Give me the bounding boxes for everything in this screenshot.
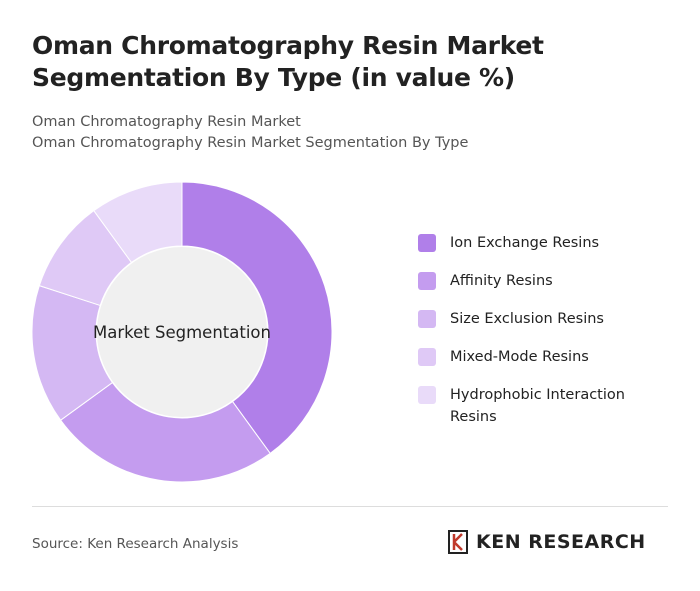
legend-swatch bbox=[418, 234, 436, 252]
legend-swatch bbox=[418, 310, 436, 328]
legend-item: Affinity Resins bbox=[418, 270, 648, 292]
legend-swatch bbox=[418, 386, 436, 404]
donut-segment bbox=[59, 381, 271, 483]
logo: KEN RESEARCH bbox=[448, 530, 646, 554]
legend-label: Hydrophobic Interaction Resins bbox=[450, 387, 625, 425]
donut-center bbox=[97, 247, 267, 417]
donut-segment bbox=[93, 181, 183, 264]
donut-segment bbox=[181, 181, 333, 455]
divider bbox=[32, 506, 668, 507]
legend-swatch bbox=[418, 348, 436, 366]
legend-label: Size Exclusion Resins bbox=[450, 311, 604, 327]
legend-item: Size Exclusion Resins bbox=[418, 308, 648, 330]
legend-item: Ion Exchange Resins bbox=[418, 232, 648, 254]
chart-title: Oman Chromatography Resin Market Segment… bbox=[32, 31, 544, 92]
subtitle: Oman Chromatography Resin Market Segment… bbox=[32, 135, 469, 151]
logo-text: KEN RESEARCH bbox=[476, 531, 646, 553]
legend-item: Mixed-Mode Resins bbox=[418, 346, 648, 368]
source: Source: Ken Research Analysis bbox=[32, 536, 239, 552]
subtitle: Oman Chromatography Resin Market bbox=[32, 114, 301, 130]
logo-icon bbox=[448, 530, 468, 554]
legend-swatch bbox=[418, 272, 436, 290]
center-label: Market Segmentation bbox=[93, 323, 271, 342]
legend-label: Affinity Resins bbox=[450, 273, 553, 289]
legend-item: Hydrophobic Interaction Resins bbox=[418, 384, 648, 428]
legend-label: Ion Exchange Resins bbox=[450, 235, 600, 251]
donut-chart: Market Segmentation bbox=[31, 181, 333, 483]
legend-label: Mixed-Mode Resins bbox=[450, 349, 589, 365]
legend: Ion Exchange Resins Affinity Resins Size E… bbox=[418, 232, 648, 444]
